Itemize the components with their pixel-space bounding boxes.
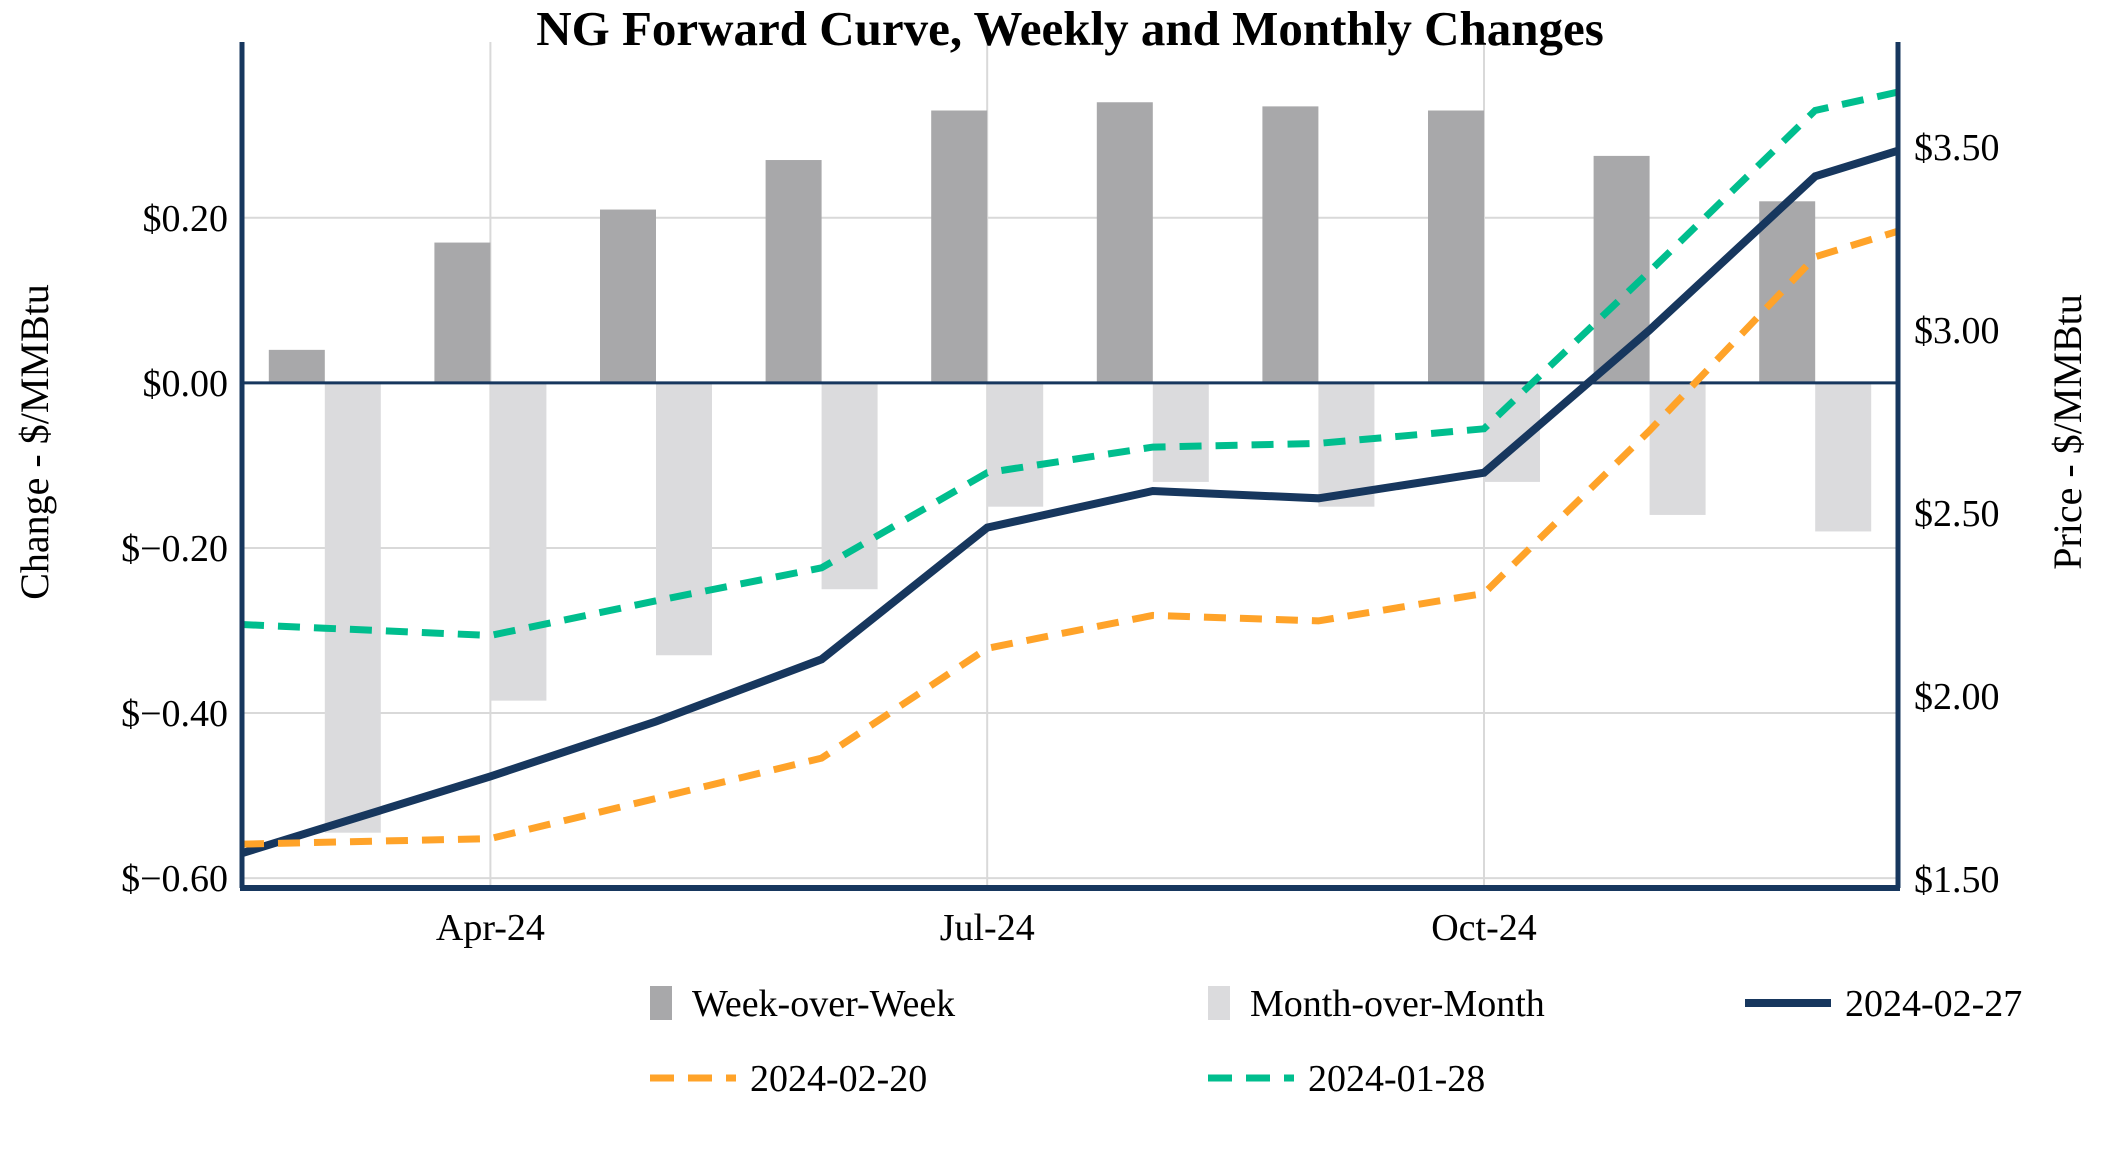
right-axis-title: Price - $/MMBtu	[2045, 294, 2090, 570]
mom-bar	[987, 382, 1044, 507]
mom-bar	[324, 382, 381, 833]
price-line-2024-02-20	[242, 227, 1898, 848]
left-tick-label: $−0.20	[121, 528, 228, 570]
wow-bar	[1759, 201, 1816, 383]
right-tick-label: $2.50	[1914, 493, 2000, 535]
wow-bar	[765, 160, 822, 383]
mom-bar	[1815, 382, 1872, 532]
left-tick-label: $0.20	[143, 198, 229, 240]
chart-title: NG Forward Curve, Weekly and Monthly Cha…	[536, 1, 1604, 56]
wow-bar	[600, 209, 656, 383]
right-tick-label: $3.50	[1914, 127, 2000, 169]
left-axis-title: Change - $/MMBtu	[12, 284, 57, 600]
right-tick-label: $1.50	[1914, 859, 2000, 901]
mom-bar	[656, 382, 712, 656]
price-line-2024-01-28	[242, 88, 1898, 640]
x-tick-label: Jul-24	[940, 907, 1035, 949]
left-tick-label: $−0.40	[121, 693, 228, 735]
legend-label: 2024-01-28	[1308, 1058, 1485, 1100]
x-tick-label: Apr-24	[436, 907, 545, 949]
legend-label: 2024-02-27	[1845, 983, 2022, 1025]
left-tick-label: $0.00	[143, 363, 229, 405]
left-tick-label: $−0.60	[121, 858, 228, 900]
legend-label: Month-over-Month	[1250, 983, 1545, 1025]
right-tick-label: $2.00	[1914, 676, 2000, 718]
mom-bar	[1152, 382, 1209, 482]
legend-swatch	[1208, 986, 1230, 1020]
wow-bar	[1262, 106, 1319, 383]
wow-bar	[268, 349, 325, 383]
legend-swatch	[650, 986, 672, 1020]
legend-label: 2024-02-20	[750, 1058, 927, 1100]
wow-bar	[434, 242, 491, 383]
wow-bar	[1428, 110, 1484, 383]
wow-bar	[931, 110, 988, 383]
x-tick-label: Oct-24	[1431, 907, 1537, 949]
price-line-2024-02-27	[242, 146, 1898, 858]
legend-label: Week-over-Week	[692, 983, 955, 1025]
mom-bar	[490, 382, 547, 701]
wow-bar	[1096, 102, 1153, 383]
wow-bar	[1593, 155, 1650, 383]
mom-bar	[821, 382, 878, 590]
right-tick-label: $3.00	[1914, 310, 2000, 352]
